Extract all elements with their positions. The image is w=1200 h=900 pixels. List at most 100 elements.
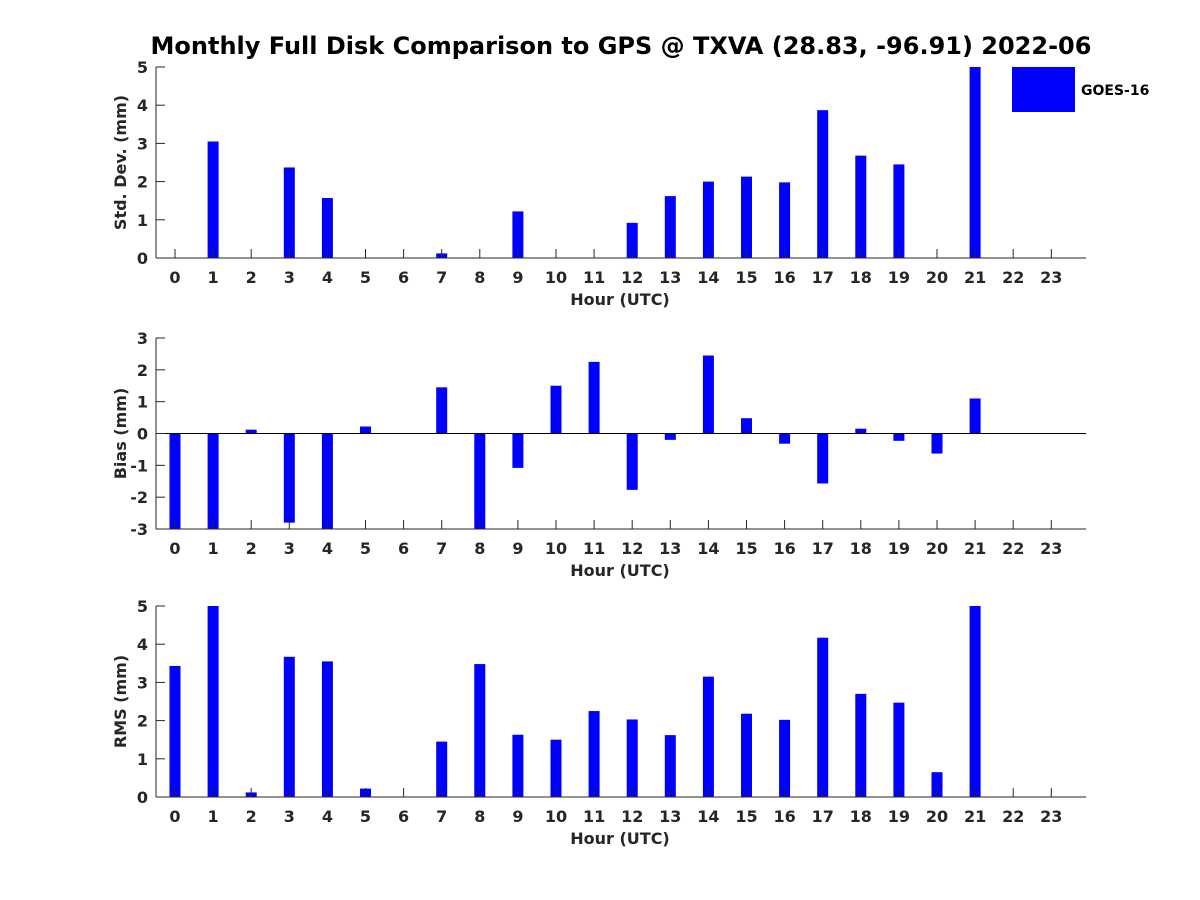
panel-2-x-tick-label-2: 2 [246,539,257,558]
panel-2-x-tick-label-17: 17 [812,539,834,558]
panel-3-x-tick-label-18: 18 [850,807,872,826]
panel-1-bar-hour-3 [283,167,295,258]
panel-1-x-tick-label-12: 12 [621,268,643,287]
panel-3-y-axis-label: RMS (mm) [111,655,130,748]
panel-3-y-tick-label-1: 1 [137,750,148,769]
panel-1-x-tick-label-6: 6 [398,268,409,287]
panel-1-x-axis-label: Hour (UTC) [570,290,670,309]
panel-2-x-tick-label-12: 12 [621,539,643,558]
panel-2-x-tick-label-23: 23 [1040,539,1062,558]
panel-3-bar-hour-1 [207,606,219,797]
panel-1-x-tick-label-4: 4 [322,268,333,287]
panel-3-y-tick-label-5: 5 [137,597,148,616]
panel-3-bar-hour-3 [283,656,295,797]
panel-2-bar-hour-13 [664,433,676,440]
panel-1-y-tick-label-2: 2 [137,173,148,192]
panel-3-bar-hour-21 [969,606,981,797]
panel-2-bar-hour-3 [283,433,295,523]
panel-2-x-tick-label-10: 10 [545,539,567,558]
panel-3-bar-hour-10 [550,739,562,797]
panel-1-y-tick-label-5: 5 [137,58,148,77]
panel-1-x-tick-label-5: 5 [360,268,371,287]
panel-1-x-tick-label-14: 14 [697,268,719,287]
panel-3-x-tick-label-12: 12 [621,807,643,826]
panel-1-x-tick-label-3: 3 [284,268,295,287]
panel-2-bar-hour-21 [969,398,981,434]
panel-2-y-tick-label--2: -2 [130,488,148,507]
rms-panel: 0 1 2 3 4 5 6 7 8 9 10 11 12 13 14 15 16 17 18 19 20 21 22 2301… [111,597,1086,848]
panel-3-y-tick-label-3: 3 [137,673,148,692]
panel-1-x-tick-label-13: 13 [659,268,681,287]
panel-1-bar-hour-14 [702,181,714,258]
panel-3-bar-hour-4 [321,661,333,797]
panel-1-x-tick-label-10: 10 [545,268,567,287]
panel-2-x-tick-label-8: 8 [474,539,485,558]
panel-2-bar-hour-5 [360,426,371,434]
legend: GOES-16 [1012,67,1149,112]
panel-1-bar-hour-16 [779,182,791,258]
panel-1-x-tick-label-9: 9 [512,268,523,287]
panel-1-y-tick-label-4: 4 [137,96,148,115]
panel-3-bar-hour-12 [626,719,638,797]
panel-3-x-tick-label-7: 7 [436,807,447,826]
panel-2-bar-hour-1 [207,433,219,529]
panel-2-x-tick-label-4: 4 [322,539,333,558]
panel-1-bar-hour-19 [893,164,905,258]
panel-3-x-tick-label-10: 10 [545,807,567,826]
legend-label-goes-16: GOES-16 [1081,83,1149,99]
panel-3-x-tick-label-1: 1 [208,807,219,826]
panel-3-bar-hour-9 [512,734,524,797]
panel-1-x-tick-label-21: 21 [964,268,986,287]
panel-1-bar-hour-9 [512,211,524,258]
panel-2-bar-hour-12 [626,433,638,490]
panel-3-bar-hour-8 [474,664,486,797]
panel-1-bar-hour-1 [207,141,219,258]
panel-2-x-tick-label-18: 18 [850,539,872,558]
panel-3-x-tick-label-14: 14 [697,807,719,826]
figure-title: Monthly Full Disk Comparison to GPS @ TX… [151,32,1092,60]
panel-2-bar-hour-0 [169,433,181,529]
panel-2-y-tick-label--1: -1 [130,456,148,475]
panel-1-y-tick-label-0: 0 [137,249,148,268]
panel-1-x-tick-label-2: 2 [246,268,257,287]
panel-3-bar-hour-11 [588,711,600,797]
panel-3-x-axis-label: Hour (UTC) [570,829,670,848]
panel-3-x-tick-label-5: 5 [360,807,371,826]
panel-3-x-tick-label-23: 23 [1040,807,1062,826]
panel-2-y-tick-label-3: 3 [137,329,148,348]
panel-3-x-tick-label-3: 3 [284,807,295,826]
panel-1-x-tick-label-11: 11 [583,268,605,287]
panel-2-bar-hour-17 [817,433,829,484]
legend-swatch-goes-16 [1012,67,1075,112]
panel-3-bar-hour-17 [817,637,829,797]
panel-2-bar-hour-15 [741,418,752,434]
panel-3-x-tick-label-2: 2 [246,807,257,826]
panel-2-x-tick-label-22: 22 [1002,539,1024,558]
panel-3-x-tick-label-20: 20 [926,807,948,826]
panel-1-bar-hour-13 [664,196,676,258]
panel-1-x-tick-label-20: 20 [926,268,948,287]
panel-3-y-tick-label-4: 4 [137,635,148,654]
panel-2-bar-hour-19 [893,433,905,441]
panel-1-bar-hour-15 [741,176,752,258]
panel-2-bar-hour-11 [588,361,600,434]
panel-3-bar-hour-0 [169,665,181,797]
panel-2-bar-hour-10 [550,385,562,434]
panel-2-bar-hour-2 [245,429,257,434]
std-dev-panel: 0 1 2 3 4 5 6 7 8 9 10 11 12 13 14 15 16 17 18 19 20 21 22 2301… [111,58,1086,309]
panel-3-x-tick-label-21: 21 [964,807,986,826]
panel-2-y-tick-label--3: -3 [130,520,148,539]
panel-2-bar-hour-9 [512,433,524,468]
panel-3-bar-hour-15 [741,713,752,797]
panel-1-y-axis-label: Std. Dev. (mm) [111,95,130,230]
panel-2-x-tick-label-19: 19 [888,539,910,558]
panel-2-x-tick-label-16: 16 [773,539,795,558]
panel-1-bar-hour-21 [969,67,981,258]
panel-1-x-tick-label-8: 8 [474,268,485,287]
panel-1-x-tick-label-22: 22 [1002,268,1024,287]
panel-3-x-tick-label-11: 11 [583,807,605,826]
panel-2-bar-hour-20 [931,433,943,454]
panel-2-x-tick-label-11: 11 [583,539,605,558]
panel-1-x-tick-label-16: 16 [773,268,795,287]
